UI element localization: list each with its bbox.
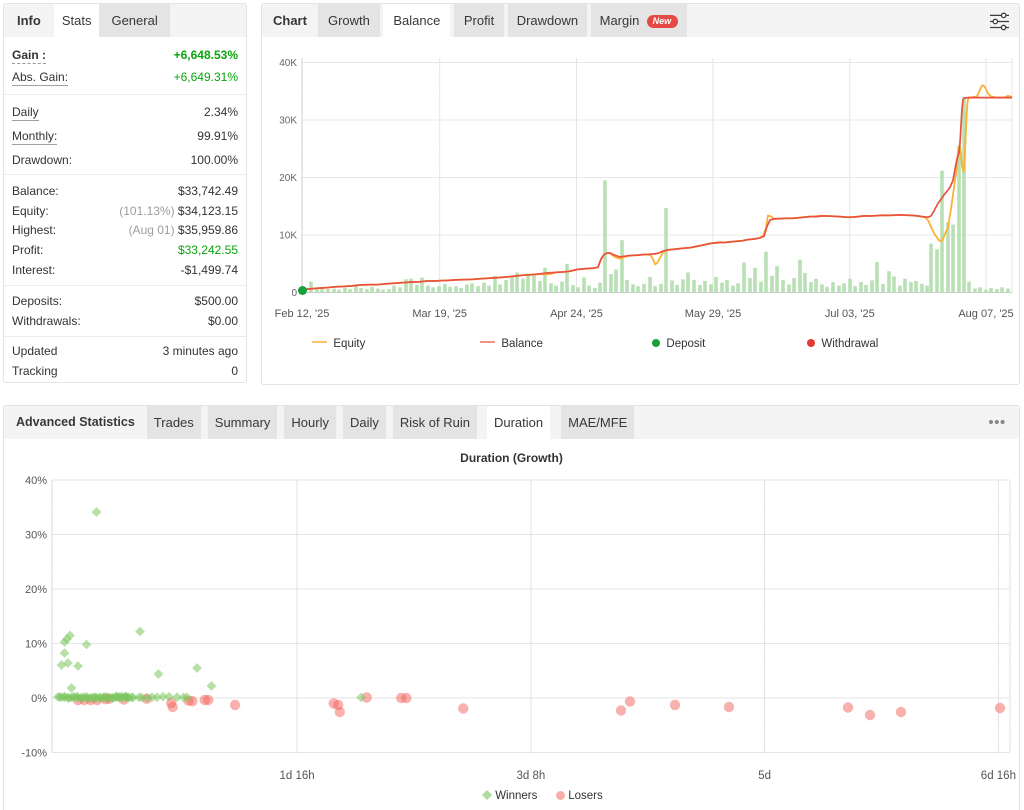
svg-text:30%: 30% xyxy=(25,530,47,542)
svg-text:Aug 07, '25: Aug 07, '25 xyxy=(958,308,1013,320)
svg-text:30K: 30K xyxy=(279,116,297,127)
svg-text:1d 16h: 1d 16h xyxy=(280,770,315,782)
svg-text:6d 16h: 6d 16h xyxy=(981,770,1016,782)
svg-text:10%: 10% xyxy=(25,639,47,651)
svg-text:Apr 24, '25: Apr 24, '25 xyxy=(550,308,603,320)
svg-text:May 29, '25: May 29, '25 xyxy=(685,308,742,320)
svg-text:3d 8h: 3d 8h xyxy=(517,770,546,782)
svg-text:Jul 03, '25: Jul 03, '25 xyxy=(825,308,875,320)
svg-text:Mar 19, '25: Mar 19, '25 xyxy=(412,308,467,320)
svg-text:10K: 10K xyxy=(279,231,297,242)
svg-text:Feb 12, '25: Feb 12, '25 xyxy=(275,308,330,320)
svg-text:20%: 20% xyxy=(25,584,47,596)
svg-text:40%: 40% xyxy=(25,475,47,487)
svg-text:5d: 5d xyxy=(758,770,771,782)
svg-text:0: 0 xyxy=(291,288,297,299)
svg-text:-10%: -10% xyxy=(21,748,47,760)
svg-text:0%: 0% xyxy=(31,693,47,705)
svg-text:20K: 20K xyxy=(279,173,297,184)
svg-text:40K: 40K xyxy=(279,58,297,69)
